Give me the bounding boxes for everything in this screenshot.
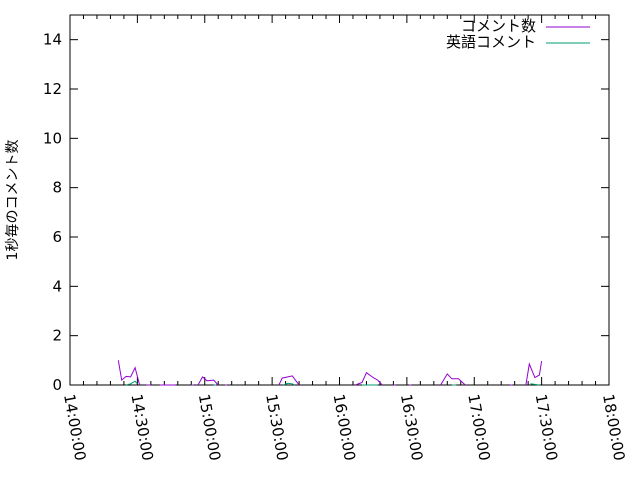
series-line-1 [283,382,295,386]
x-tick-label: 14:00:00 [60,393,89,462]
x-tick-label: 15:30:00 [262,393,291,462]
x-tick-label: 15:00:00 [195,393,224,462]
legend: コメント数 英語コメント [446,17,590,51]
x-tick-label: 18:00:00 [599,393,628,462]
y-tick-label: 2 [52,327,62,345]
y-tick-label: 14 [43,31,62,49]
x-tick-label: 17:00:00 [464,393,493,462]
series-line-0 [355,371,383,386]
y-tick-label: 4 [52,277,62,295]
axes: 0 2 4 6 8 10 12 14 14:00:00 14:30:00 15:00:00 15:30… [43,14,628,462]
x-tick-label: 14:30:00 [127,393,156,462]
series-line-0 [278,375,300,386]
y-tick-label: 12 [43,80,62,98]
series-line-0 [440,373,466,386]
legend-label-1: 英語コメント [446,33,536,51]
y-tick-label: 10 [43,129,62,147]
series-line-0 [525,361,543,386]
series-line-0 [197,376,219,386]
plot-border [69,14,610,386]
series-group [117,360,543,386]
y-tick-label: 0 [52,376,62,394]
legend-label-0: コメント数 [461,17,536,35]
x-tick-label: 16:00:00 [330,393,359,462]
x-tick-label: 16:30:00 [397,393,426,462]
series-line-1 [125,380,138,386]
series-line-1 [530,383,540,386]
series-line-0 [117,360,141,386]
x-tick-label: 17:30:00 [532,393,561,462]
y-tick-label: 6 [52,228,62,246]
y-axis-label: 1秒毎のコメント数 [5,140,21,261]
y-tick-label: 8 [52,179,62,197]
